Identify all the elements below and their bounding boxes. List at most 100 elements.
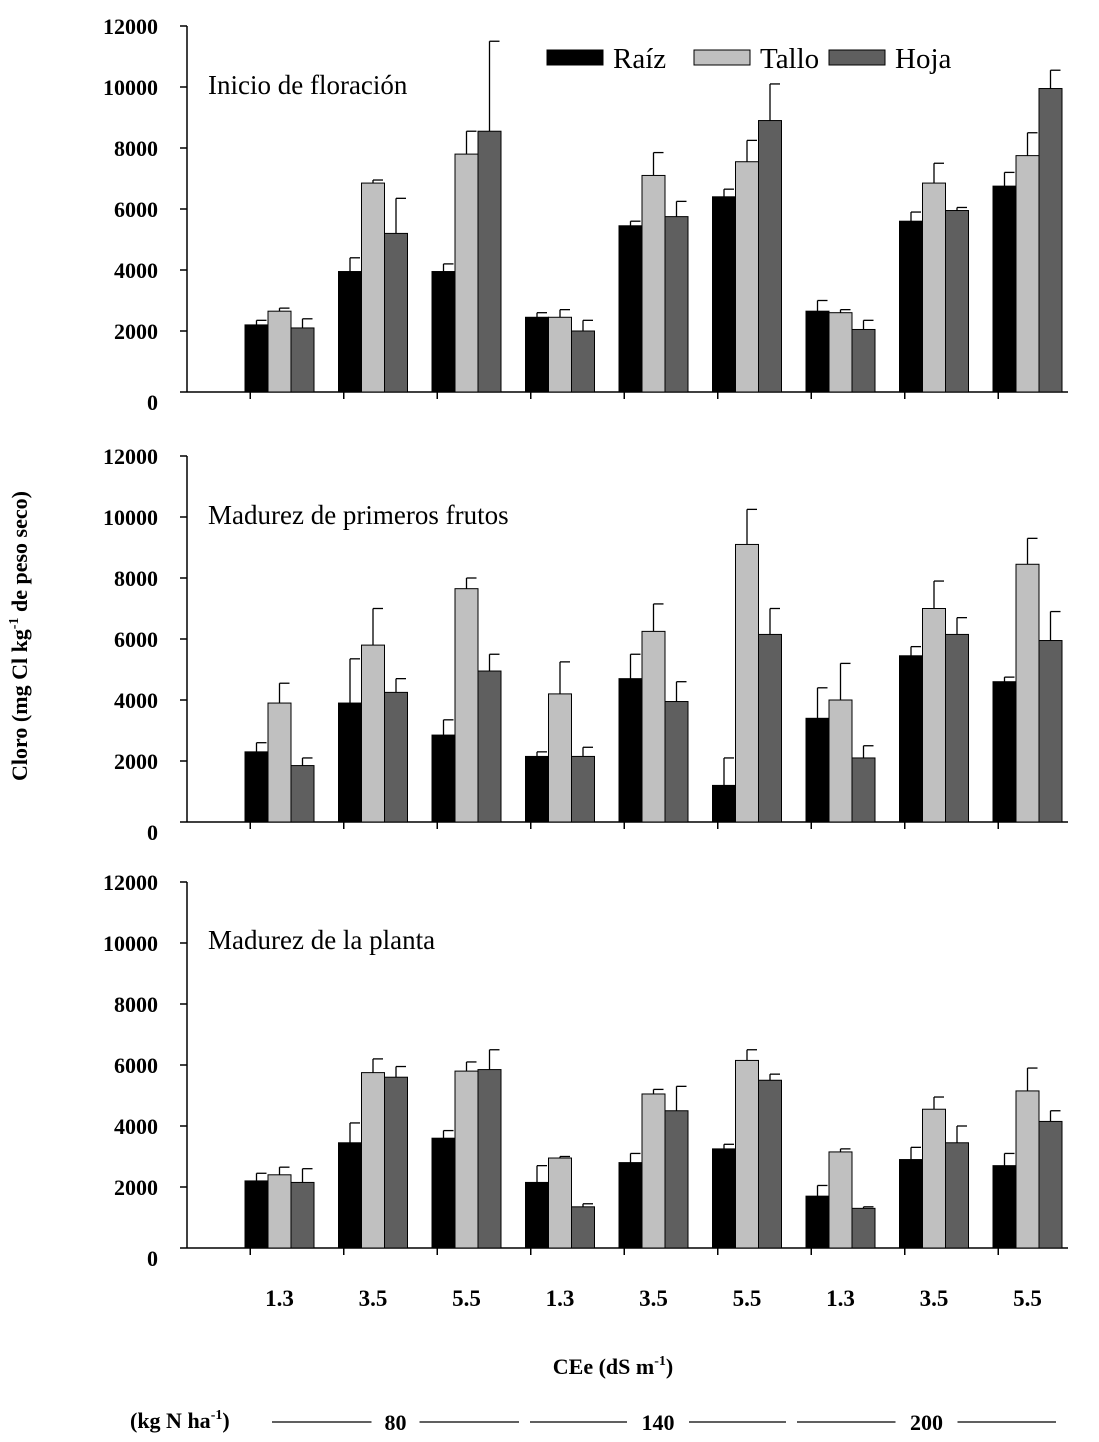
bar-raiz <box>712 1148 736 1249</box>
bar-raiz <box>244 1180 269 1249</box>
y-tick-label: 0 <box>147 1246 158 1271</box>
bar-tallo <box>641 174 666 393</box>
legend: Raíz Tallo Hoja <box>546 43 952 75</box>
y-tick-label: 6000 <box>114 197 158 222</box>
y-tick-label: 12000 <box>103 870 158 895</box>
legend-swatch <box>828 49 886 66</box>
x-axis-title: CEe (dS m-1) <box>553 1354 673 1379</box>
chart-panels: 0 2000 4000 6000 8000 10000 12000 Inicio de flo… <box>103 14 1068 1311</box>
bar-hoja <box>1038 640 1063 823</box>
bar-raiz <box>338 1142 362 1249</box>
bar-tallo <box>548 693 572 823</box>
bar-tallo <box>735 543 759 823</box>
bar-tallo <box>454 153 479 393</box>
bar-raiz <box>712 784 736 823</box>
bar-tallo <box>361 644 385 823</box>
bar-raiz <box>805 310 830 393</box>
y-tick-label: 6000 <box>114 1053 158 1078</box>
bar-raiz <box>712 196 736 393</box>
bar-raiz <box>618 1162 643 1249</box>
panel-1: 0 2000 4000 6000 8000 10000 12000 Inicio de flo… <box>103 14 1068 415</box>
bar-raiz <box>244 751 269 823</box>
y-tick-label: 4000 <box>114 688 158 713</box>
bar-tallo <box>454 588 479 823</box>
bar-tallo <box>922 608 946 823</box>
bar-raiz <box>899 655 923 823</box>
panel-3: 0 2000 4000 6000 8000 10000 12000 Madurez de la… <box>103 870 1068 1271</box>
bar-hoja <box>477 670 502 823</box>
bar-raiz <box>431 1137 456 1249</box>
bar-raiz <box>338 702 362 823</box>
legend-label: Hoja <box>895 43 952 75</box>
bar-hoja <box>664 701 689 823</box>
bar-hoja <box>384 1076 408 1249</box>
y-tick-label: 4000 <box>114 258 158 283</box>
bar-raiz <box>244 324 269 393</box>
bar-hoja <box>384 232 408 393</box>
bar-hoja <box>384 691 408 823</box>
x-tick-label: 3.5 <box>920 1286 949 1311</box>
y-tick-label: 10000 <box>103 505 158 530</box>
bar-raiz <box>899 220 923 393</box>
bar-tallo <box>828 699 853 823</box>
panel-title: Madurez de primeros frutos <box>208 500 509 530</box>
y-tick-label: 4000 <box>114 1114 158 1139</box>
bar-raiz <box>618 225 643 393</box>
bar-raiz <box>525 755 549 823</box>
bar-tallo <box>1015 1090 1040 1249</box>
nitrogen-rate-row: (kg N ha-1) 80 140 200 <box>130 1408 1056 1435</box>
bar-tallo <box>1015 155 1040 393</box>
bar-hoja <box>664 216 689 393</box>
bar-raiz <box>431 271 456 393</box>
legend-label: Tallo <box>760 43 819 75</box>
nitrogen-group-label: 200 <box>910 1410 943 1435</box>
bar-hoja <box>571 1206 595 1249</box>
bar-tallo <box>267 1174 292 1249</box>
bar-hoja <box>758 1079 782 1249</box>
bar-hoja <box>758 633 782 823</box>
x-tick-label: 5.5 <box>733 1286 762 1311</box>
bar-tallo <box>1015 563 1040 823</box>
bar-hoja <box>758 120 782 393</box>
x-tick-label: 5.5 <box>452 1286 481 1311</box>
y-axis-title: Cloro (mg Cl kg-1 de peso seco) <box>7 491 32 781</box>
bar-hoja <box>851 1207 876 1249</box>
y-tick-label: 8000 <box>114 992 158 1017</box>
bar-raiz <box>338 271 362 393</box>
y-tick-label: 8000 <box>114 566 158 591</box>
y-tick-label: 10000 <box>103 75 158 100</box>
bar-tallo <box>922 1108 946 1249</box>
bar-raiz <box>618 678 643 823</box>
bar-hoja <box>851 328 876 393</box>
panel-title: Inicio de floración <box>208 70 408 100</box>
bar-tallo <box>828 312 853 393</box>
bar-raiz <box>899 1159 923 1249</box>
bar-tallo <box>267 310 292 393</box>
bar-tallo <box>641 630 666 823</box>
bar-tallo <box>548 1157 572 1249</box>
bar-raiz <box>992 1165 1017 1249</box>
bar-hoja <box>1038 88 1063 393</box>
bar-tallo <box>548 316 572 393</box>
bar-hoja <box>851 757 876 823</box>
bar-hoja <box>945 1142 969 1249</box>
bar-hoja <box>290 1181 315 1249</box>
bar-raiz <box>805 1195 830 1249</box>
bar-hoja <box>945 210 969 393</box>
y-tick-label: 2000 <box>114 749 158 774</box>
bar-tallo <box>361 182 385 393</box>
y-tick-label: 8000 <box>114 136 158 161</box>
x-tick-label: 1.3 <box>265 1286 294 1311</box>
nitrogen-group-label: 140 <box>642 1410 675 1435</box>
legend-label: Raíz <box>613 43 666 75</box>
bar-tallo <box>735 1059 759 1249</box>
x-tick-label: 5.5 <box>1013 1286 1042 1311</box>
bar-tallo <box>922 182 946 393</box>
y-tick-label: 0 <box>147 820 158 845</box>
bar-raiz <box>992 185 1017 393</box>
bar-hoja <box>477 1069 502 1249</box>
y-tick-label: 6000 <box>114 627 158 652</box>
y-tick-label: 12000 <box>103 444 158 469</box>
bar-raiz <box>431 734 456 823</box>
